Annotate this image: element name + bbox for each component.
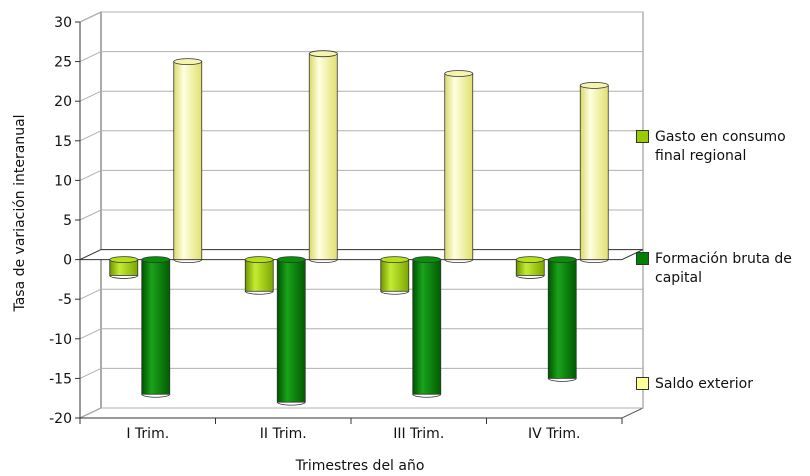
gridline-side (79, 90, 102, 102)
gridline-side (79, 328, 102, 340)
gridline-side (79, 169, 102, 181)
y-tick-label: 0 (63, 253, 72, 269)
x-tick-label: I Trim. (126, 426, 169, 442)
bar-base (380, 291, 410, 295)
bar-base (308, 259, 338, 263)
gridline-side (79, 209, 102, 221)
y-tick-label: 25 (54, 55, 72, 71)
legend-item-saldo: Saldo exterior (636, 375, 805, 394)
bar-base (109, 275, 139, 279)
bar-cap (412, 256, 442, 264)
bar-cap (308, 50, 338, 58)
x-tick-label: III Trim. (393, 426, 444, 442)
legend-swatch-gasto (636, 130, 649, 143)
zero-plane (79, 249, 644, 261)
bar-base (244, 291, 274, 295)
y-axis-label: Tasa de variación interanual (12, 114, 28, 312)
gridline-side (79, 367, 102, 379)
gridline-side (79, 11, 102, 23)
legend-item-formacion: Formación bruta de capital (636, 250, 805, 288)
bar-cap (380, 256, 410, 264)
legend-swatch-saldo (636, 377, 649, 390)
bar (579, 84, 609, 261)
bar (308, 53, 338, 260)
bar-base (141, 394, 171, 398)
bar-cap (244, 256, 274, 264)
bar-base (579, 259, 609, 263)
gridline-side (79, 51, 102, 63)
bar-base (547, 378, 577, 382)
gridline-side (79, 288, 102, 300)
y-tick-label: -10 (49, 332, 72, 348)
floor (79, 407, 644, 419)
bar-cap (515, 256, 545, 264)
gridline-side (79, 407, 102, 419)
legend-label-saldo: Saldo exterior (655, 376, 753, 392)
bar-cap (276, 256, 306, 264)
legend: Gasto en consumo final regional Formació… (636, 0, 810, 476)
legend-label-formacion: Formación bruta de capital (655, 251, 792, 286)
y-tick-label: 10 (54, 173, 72, 189)
bar-cap (173, 58, 203, 65)
bar (547, 259, 577, 379)
bars (109, 50, 609, 406)
axes: 30 25 20 15 10 5 0 -5 -10 -15 -20 I Trim. II Trim. II… (49, 15, 623, 442)
y-tick-label: -15 (49, 371, 72, 387)
bar-cap (141, 256, 171, 264)
bar-base (276, 401, 306, 406)
y-tick-label: -5 (58, 292, 72, 308)
bar-base (515, 275, 545, 279)
bar (412, 259, 442, 395)
bar (173, 61, 203, 260)
x-axis-label: Trimestres del año (295, 458, 425, 474)
x-tick-label: II Trim. (260, 426, 307, 442)
bar-cap (109, 256, 139, 264)
legend-swatch-formacion (636, 252, 649, 265)
y-tick-label: 20 (54, 94, 72, 110)
bar (141, 259, 171, 395)
legend-item-gasto: Gasto en consumo final regional (636, 128, 805, 166)
y-tick-label: -20 (49, 411, 72, 427)
y-tick-label: 5 (63, 213, 72, 229)
bar-base (173, 259, 203, 263)
bar (276, 259, 306, 403)
y-tick-label: 30 (54, 15, 72, 31)
legend-label-gasto: Gasto en consumo final regional (655, 129, 786, 164)
bar-base (412, 394, 442, 398)
bar (444, 73, 474, 260)
bar-base (444, 259, 474, 263)
bar (244, 259, 274, 292)
x-tick-label: IV Trim. (528, 426, 580, 442)
bar-cap (547, 256, 577, 264)
bar-cap (579, 81, 609, 89)
gridline-side (79, 130, 102, 142)
bar (380, 259, 410, 292)
bar-cap (444, 70, 474, 77)
y-tick-label: 15 (54, 134, 72, 150)
